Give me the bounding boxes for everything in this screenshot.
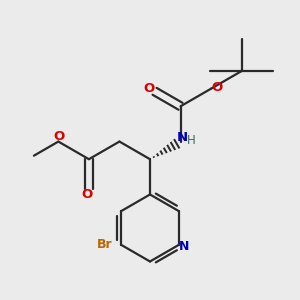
Text: O: O xyxy=(143,82,155,95)
Text: O: O xyxy=(82,188,93,201)
Text: N: N xyxy=(176,131,188,144)
Text: O: O xyxy=(53,130,64,143)
Text: N: N xyxy=(179,240,190,253)
Text: H: H xyxy=(187,134,196,146)
Text: O: O xyxy=(212,81,223,94)
Text: Br: Br xyxy=(97,238,113,251)
